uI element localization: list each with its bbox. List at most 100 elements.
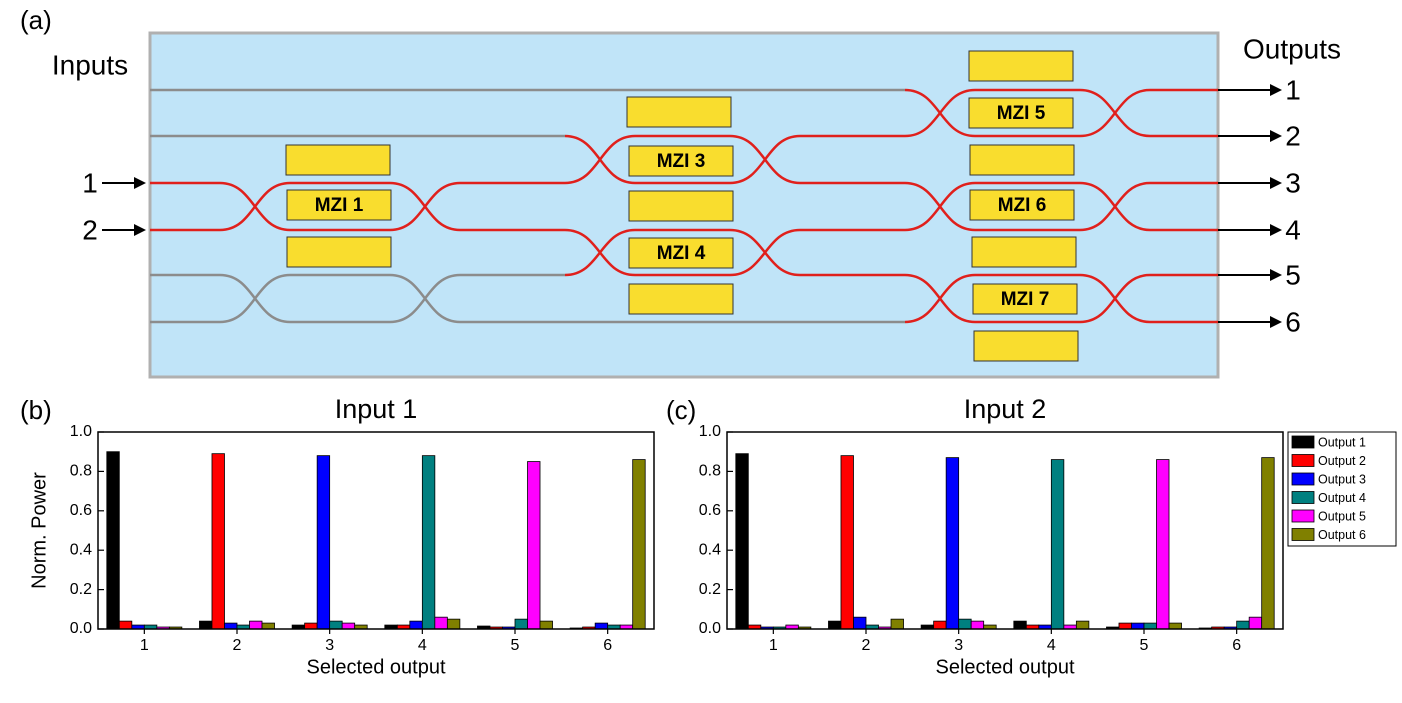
outputs-label: Outputs — [1243, 33, 1341, 64]
bar — [970, 620, 985, 630]
bar — [933, 620, 947, 630]
arrow-head — [134, 177, 146, 189]
heater — [626, 96, 732, 128]
bar — [199, 620, 213, 630]
legend-box — [1287, 431, 1397, 547]
heater — [286, 236, 392, 268]
panel-label: (c) — [666, 395, 696, 425]
legend-label: Output 4 — [1318, 491, 1366, 505]
y-tick-label: 0.8 — [699, 463, 721, 480]
y-tick-label: 0.0 — [70, 620, 92, 637]
plot-frame — [97, 431, 655, 630]
inputs-label: Inputs — [52, 49, 128, 80]
bar — [316, 455, 331, 630]
x-axis-label: Selected output — [936, 656, 1075, 678]
legend-swatch — [1291, 472, 1315, 486]
x-tick-label: 5 — [1140, 637, 1149, 654]
legend-swatch — [1291, 435, 1315, 449]
bar — [249, 620, 263, 630]
arrow-head — [1270, 130, 1282, 142]
x-tick-label: 5 — [511, 637, 520, 654]
legend-swatch — [1291, 509, 1315, 523]
heater — [969, 144, 1075, 176]
x-tick-label: 2 — [233, 637, 242, 654]
bar — [1261, 457, 1275, 630]
bar — [1156, 459, 1170, 630]
bar — [632, 459, 646, 630]
mzi-label: MZI 5 — [997, 103, 1046, 124]
y-tick-label: 0.6 — [699, 502, 721, 519]
bar — [514, 618, 528, 630]
bar — [527, 461, 541, 630]
mzi-arm — [904, 181, 1151, 232]
bar — [434, 616, 448, 630]
arrow-head — [1270, 316, 1282, 328]
heater — [628, 145, 734, 177]
bar — [958, 618, 972, 630]
mzi-arm — [219, 181, 461, 232]
y-tick-label: 0.4 — [699, 541, 721, 558]
bar — [421, 455, 436, 630]
x-tick-label: 1 — [140, 637, 149, 654]
input-port: 2 — [82, 214, 98, 245]
legend-label: Output 2 — [1318, 454, 1366, 468]
legend-label: Output 1 — [1318, 435, 1366, 449]
bar — [1075, 620, 1090, 630]
heater — [971, 236, 1077, 268]
bar — [945, 457, 960, 630]
bar — [329, 620, 343, 630]
output-port: 6 — [1285, 306, 1301, 337]
bar — [828, 620, 842, 630]
legend-label: Output 6 — [1318, 528, 1366, 542]
bar — [446, 618, 461, 630]
legend-label: Output 3 — [1318, 472, 1366, 486]
output-port: 3 — [1285, 167, 1301, 198]
bar — [106, 451, 120, 630]
legend-label: Output 5 — [1318, 509, 1366, 523]
bar — [409, 620, 423, 630]
x-tick-label: 6 — [603, 637, 612, 654]
x-tick-label: 3 — [325, 637, 334, 654]
x-tick-label: 1 — [769, 637, 778, 654]
legend-swatch — [1291, 454, 1315, 467]
arrow-head — [1270, 224, 1282, 236]
chart-title: Input 2 — [964, 394, 1047, 424]
mzi-arm — [219, 181, 461, 232]
heater — [968, 50, 1074, 82]
bar — [594, 622, 609, 630]
mzi-arm — [219, 273, 461, 324]
x-tick-label: 2 — [862, 637, 871, 654]
mzi-arm — [904, 88, 1151, 138]
heater — [628, 237, 734, 269]
mzi-arm — [564, 228, 801, 277]
y-tick-label: 0.6 — [70, 502, 92, 519]
x-tick-label: 4 — [1047, 637, 1056, 654]
bar — [840, 455, 854, 630]
heater — [286, 189, 392, 221]
y-axis-label: Norm. Power — [28, 472, 50, 589]
x-tick-label: 4 — [418, 637, 427, 654]
y-tick-label: 1.0 — [699, 423, 721, 440]
heater — [969, 189, 1075, 221]
legend-swatch — [1291, 491, 1315, 504]
arrow-head — [1270, 269, 1282, 281]
legend-swatch — [1291, 528, 1315, 541]
mzi-label: MZI 6 — [998, 195, 1047, 216]
heater — [628, 283, 734, 315]
arrow-head — [1270, 84, 1282, 96]
mzi-arm — [564, 134, 801, 185]
bar — [224, 622, 238, 630]
y-tick-label: 0.8 — [70, 463, 92, 480]
output-port: 4 — [1285, 214, 1301, 245]
bar — [539, 620, 553, 630]
mzi-label: MZI 1 — [315, 195, 364, 216]
mzi-arm — [564, 134, 801, 185]
x-axis-label: Selected output — [307, 656, 446, 678]
bar — [1248, 616, 1263, 630]
heater — [968, 97, 1074, 129]
mzi-label: MZI 7 — [1001, 289, 1050, 310]
input-port: 1 — [82, 167, 98, 198]
heater — [973, 330, 1079, 362]
arrow-head — [1270, 177, 1282, 189]
